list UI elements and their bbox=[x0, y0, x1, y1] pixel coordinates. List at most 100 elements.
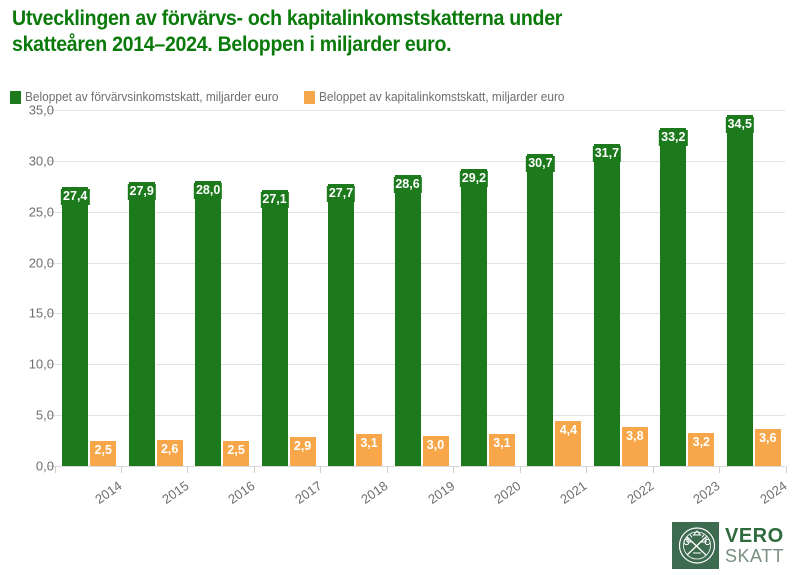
bar-forvarvsinkomstskatt-2022[interactable]: 31,7 bbox=[592, 143, 622, 466]
legend-item-label: Beloppet av kapitalinkomstskatt, miljard… bbox=[318, 90, 565, 104]
title-line-2: skatteåren 2014–2024. Beloppen i miljard… bbox=[12, 33, 452, 56]
y-axis-label: 25,0 bbox=[28, 204, 54, 220]
bar-group: 28,6 3,0 bbox=[393, 110, 449, 466]
y-axis-tickmark bbox=[48, 109, 54, 111]
x-axis-tickmark bbox=[652, 466, 654, 473]
y-axis-label: 35,0 bbox=[28, 102, 54, 118]
y-axis-label: 10,0 bbox=[28, 356, 54, 372]
bar-value-label: 4,4 bbox=[557, 423, 580, 440]
bar-value-label: 27,1 bbox=[260, 192, 289, 209]
bar-kapitalinkomstskatt-2024[interactable]: 3,6 bbox=[754, 429, 781, 466]
bar-value-label: 31,7 bbox=[592, 145, 622, 162]
bar-kapitalinkomstskatt-2022[interactable]: 3,8 bbox=[621, 427, 648, 466]
x-axis-tickmark bbox=[320, 466, 322, 473]
x-axis-label-2014: 2014 bbox=[92, 478, 125, 507]
vero-skatt-logo: VERO SKATT bbox=[672, 521, 785, 569]
bar-kapitalinkomstskatt-2021[interactable]: 4,4 bbox=[555, 421, 582, 466]
x-axis-label-2018: 2018 bbox=[358, 478, 391, 507]
y-axis-label: 0,0 bbox=[35, 458, 54, 474]
bar-forvarvsinkomstskatt-2021[interactable]: 30,7 bbox=[526, 153, 555, 466]
bar-group: 33,2 3,2 bbox=[659, 110, 715, 466]
x-axis-tickmark bbox=[386, 466, 388, 473]
bar-group: 27,4 2,5 bbox=[61, 110, 117, 466]
bar-forvarvsinkomstskatt-2016[interactable]: 28,0 bbox=[193, 181, 223, 466]
x-axis-label-2021: 2021 bbox=[557, 478, 590, 507]
logo-text-skatt: SKATT bbox=[725, 545, 785, 566]
x-axis-label-2015: 2015 bbox=[158, 478, 192, 507]
bar-group: 27,7 3,1 bbox=[326, 110, 383, 466]
y-axis-tickmark bbox=[48, 414, 54, 416]
bar-value-label: 3,1 bbox=[358, 436, 380, 453]
x-axis-label-2019: 2019 bbox=[424, 478, 458, 507]
y-axis-tickmark bbox=[48, 160, 54, 162]
y-axis-tickmark bbox=[48, 312, 54, 314]
x-axis-label-2024: 2024 bbox=[756, 478, 790, 507]
bar-forvarvsinkomstskatt-2014[interactable]: 27,4 bbox=[61, 187, 90, 466]
bar-group: 31,7 3,8 bbox=[592, 110, 648, 466]
x-axis-tickmark bbox=[253, 466, 255, 473]
bar-kapitalinkomstskatt-2015[interactable]: 2,6 bbox=[156, 439, 183, 466]
legend-item-1[interactable]: Beloppet av förvärvsinkomstskatt, miljar… bbox=[10, 90, 292, 104]
x-axis-label-2016: 2016 bbox=[225, 478, 258, 507]
bar-group: 28,0 2,5 bbox=[193, 110, 250, 466]
bar-value-label: 30,7 bbox=[526, 155, 555, 172]
bar-value-label: 27,4 bbox=[61, 189, 90, 206]
green-square-icon bbox=[10, 90, 21, 104]
bar-forvarvsinkomstskatt-2015[interactable]: 27,9 bbox=[127, 182, 156, 466]
gridline bbox=[54, 466, 785, 467]
x-axis-tickmark bbox=[54, 466, 56, 473]
bar-group: 27,1 2,9 bbox=[260, 110, 316, 466]
bar-value-label: 28,6 bbox=[393, 177, 422, 194]
bar-value-label: 33,2 bbox=[659, 130, 688, 147]
bar-kapitalinkomstskatt-2020[interactable]: 3,1 bbox=[488, 434, 515, 466]
bar-group: 27,9 2,6 bbox=[127, 110, 183, 466]
page-title: Utvecklingen av förvärvs- och kapitalink… bbox=[12, 6, 700, 58]
bar-value-label: 2,6 bbox=[158, 441, 181, 458]
x-axis-label-2022: 2022 bbox=[624, 478, 657, 507]
y-axis-label: 5,0 bbox=[35, 407, 54, 423]
bar-value-label: 3,6 bbox=[757, 431, 779, 448]
y-axis-tickmark bbox=[48, 211, 54, 213]
bar-kapitalinkomstskatt-2023[interactable]: 3,2 bbox=[688, 433, 715, 466]
chart-legend: Beloppet av förvärvsinkomstskatt, miljar… bbox=[10, 89, 577, 105]
bar-kapitalinkomstskatt-2014[interactable]: 2,5 bbox=[90, 440, 117, 466]
bar-value-label: 2,5 bbox=[225, 442, 247, 459]
bar-forvarvsinkomstskatt-2023[interactable]: 33,2 bbox=[659, 128, 688, 466]
bar-forvarvsinkomstskatt-2024[interactable]: 34,5 bbox=[725, 115, 754, 466]
bar-forvarvsinkomstskatt-2017[interactable]: 27,1 bbox=[260, 190, 289, 466]
y-axis-tickmark bbox=[48, 465, 54, 467]
x-axis-tickmark bbox=[519, 466, 521, 473]
logo-text-vero: VERO bbox=[725, 524, 784, 547]
y-axis-tickmark bbox=[48, 262, 54, 264]
bar-value-label: 2,9 bbox=[291, 438, 314, 455]
bar-value-label: 29,2 bbox=[459, 171, 489, 187]
bar-kapitalinkomstskatt-2019[interactable]: 3,0 bbox=[422, 435, 449, 466]
bar-kapitalinkomstskatt-2018[interactable]: 3,1 bbox=[356, 434, 383, 466]
bar-value-label: 3,2 bbox=[690, 435, 713, 452]
y-axis-tickmark bbox=[48, 363, 54, 365]
bar-group: 30,7 4,4 bbox=[526, 110, 582, 466]
title-line-1: Utvecklingen av förvärvs- och kapitalink… bbox=[12, 7, 563, 30]
gridline bbox=[54, 160, 785, 162]
bar-group: 34,5 3,6 bbox=[725, 110, 781, 466]
bar-kapitalinkomstskatt-2017[interactable]: 2,9 bbox=[289, 436, 316, 466]
bar-value-label: 27,9 bbox=[127, 184, 156, 201]
bar-forvarvsinkomstskatt-2020[interactable]: 29,2 bbox=[459, 169, 489, 466]
bar-value-label: 27,7 bbox=[326, 186, 356, 203]
bar-groups: 27,4 2,5 27,9 2,6 28,0 2,5 27,1 2,9 27,7 3,1 28,6 3… bbox=[54, 110, 785, 466]
bar-forvarvsinkomstskatt-2018[interactable]: 27,7 bbox=[326, 184, 356, 466]
orange-square-icon bbox=[303, 90, 315, 104]
y-axis-label: 15,0 bbox=[28, 305, 54, 321]
bar-value-label: 2,5 bbox=[92, 442, 114, 459]
legend-item-2[interactable]: Beloppet av kapitalinkomstskatt, miljard… bbox=[303, 90, 577, 104]
y-axis-label: 30,0 bbox=[28, 153, 54, 169]
bar-value-label: 34,5 bbox=[725, 117, 754, 134]
bar-forvarvsinkomstskatt-2019[interactable]: 28,6 bbox=[393, 175, 422, 466]
x-axis-label-2020: 2020 bbox=[491, 478, 524, 507]
bar-group: 29,2 3,1 bbox=[459, 110, 515, 466]
x-axis-tickmark bbox=[719, 466, 721, 473]
x-axis-tickmark bbox=[453, 466, 455, 473]
bar-kapitalinkomstskatt-2016[interactable]: 2,5 bbox=[223, 440, 250, 466]
x-axis-tickmark bbox=[785, 466, 787, 473]
bar-value-label: 3,0 bbox=[424, 437, 447, 454]
